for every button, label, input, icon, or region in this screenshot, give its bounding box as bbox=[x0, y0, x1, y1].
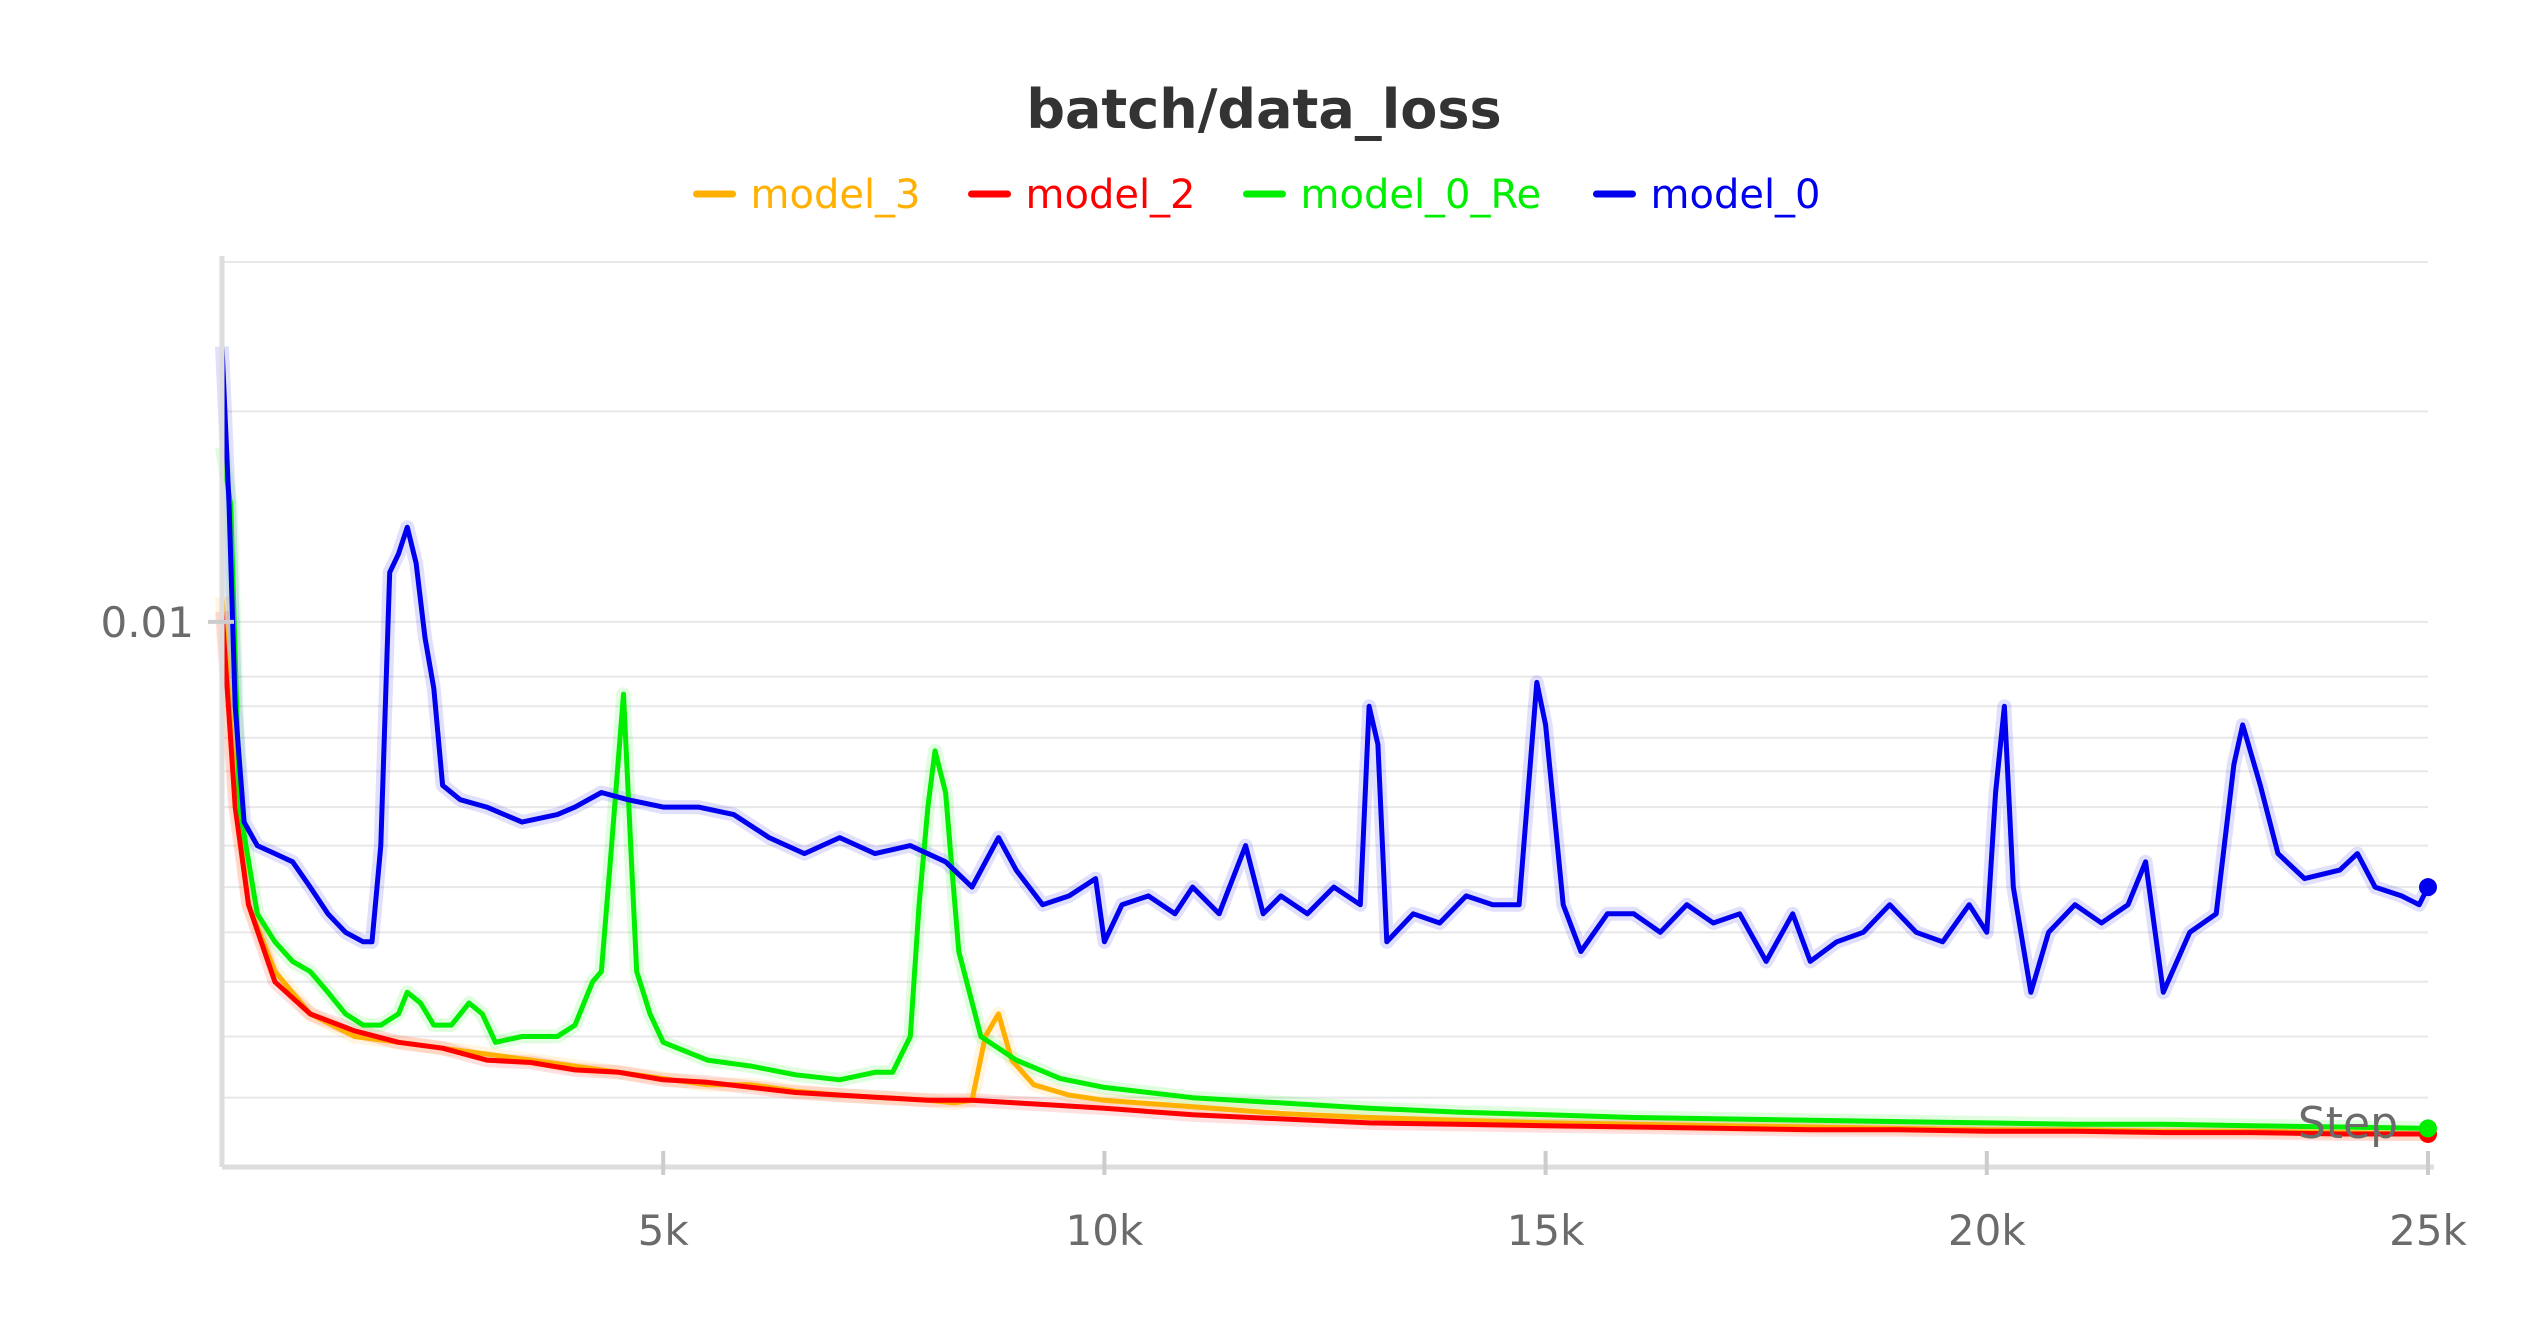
x-tick-label: 20k bbox=[1948, 1206, 2026, 1255]
legend-item-model-3[interactable]: model_3 bbox=[693, 172, 921, 218]
series-end-point-model-0[interactable] bbox=[2419, 878, 2437, 897]
series-line-model-0-re[interactable] bbox=[219, 444, 2431, 1131]
series-trace-model-2 bbox=[215, 611, 2428, 1141]
chart-title: batch/data_loss bbox=[1026, 78, 1501, 141]
legend-label: model_0_Re bbox=[1301, 172, 1542, 218]
series-trace-model-0-re bbox=[215, 446, 2429, 1136]
series-line-model-2[interactable] bbox=[219, 609, 2431, 1137]
legend-label: model_0 bbox=[1651, 172, 1821, 218]
x-tick-label: 15k bbox=[1507, 1206, 1585, 1255]
x-tick-label: 10k bbox=[1066, 1206, 1144, 1255]
grid-lines bbox=[222, 261, 2428, 1168]
series-line-model-0[interactable] bbox=[219, 343, 2431, 995]
y-tick-label: 0.01 bbox=[100, 598, 194, 647]
legend-item-model-0[interactable]: model_0 bbox=[1593, 172, 1821, 218]
series-end-point-model-0-re[interactable] bbox=[2419, 1119, 2437, 1138]
x-axis-title: Step bbox=[2298, 1098, 2398, 1149]
series-lines[interactable] bbox=[219, 343, 2437, 1143]
legend-item-model-2[interactable]: model_2 bbox=[968, 172, 1196, 218]
raw-series-traces bbox=[215, 346, 2435, 1141]
legend-label: model_2 bbox=[1026, 172, 1196, 218]
x-axis-ticks: 5k 10k 15k 20k 25k bbox=[638, 1151, 2468, 1255]
legend[interactable]: model_3 model_2 model_0_Re model_0 bbox=[693, 172, 1821, 218]
x-tick-label: 25k bbox=[2389, 1206, 2467, 1255]
axes bbox=[219, 256, 2434, 1170]
y-axis-ticks: 0.01 bbox=[100, 598, 234, 647]
x-tick-label: 5k bbox=[638, 1206, 690, 1255]
legend-item-model-0-re[interactable]: model_0_Re bbox=[1243, 172, 1542, 218]
legend-label: model_3 bbox=[751, 172, 921, 218]
